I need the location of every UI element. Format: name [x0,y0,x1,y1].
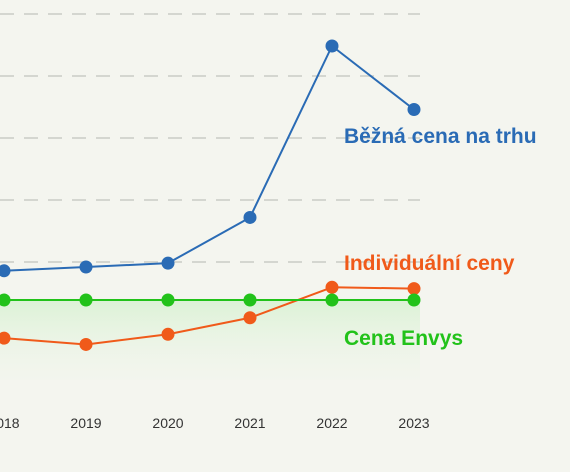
grid-lines [0,13,420,263]
series-0-line [3,45,415,272]
series-label-0: Běžná cena na trhu [344,125,537,148]
series-2-point-2018 [0,293,11,307]
series-label-1: Individuální ceny [344,252,515,275]
series-0-point-2018 [0,264,11,278]
series-2-point-2023 [407,293,421,307]
series-2-point-2022 [325,293,339,307]
series-1-point-2020 [161,327,175,341]
x-tick-2018: 2018 [0,415,20,431]
series-2-point-2020 [161,293,175,307]
series-label-2: Cena Envys [344,327,463,350]
series-0-point-2021 [243,210,257,224]
series-layer [0,39,421,351]
envys-area-band [0,300,420,380]
series-1-point-2021 [243,311,257,325]
series-1-point-2023 [407,282,421,296]
series-labels: Běžná cena na trhu Individuální ceny Cena … [344,125,537,350]
series-2-point-2021 [243,293,257,307]
series-0 [0,39,421,278]
series-0-point-2019 [79,260,93,274]
series-1-point-2018 [0,331,11,345]
x-tick-2020: 2020 [152,415,183,431]
series-1 [0,280,421,351]
series-2 [0,293,421,307]
series-0-point-2022 [325,39,339,53]
series-1-point-2022 [325,280,339,294]
x-tick-2023: 2023 [398,415,429,431]
series-1-line [3,286,415,346]
x-tick-2019: 2019 [70,415,101,431]
series-0-point-2020 [161,256,175,270]
series-1-point-2019 [79,337,93,351]
x-tick-2022: 2022 [316,415,347,431]
series-2-point-2019 [79,293,93,307]
x-axis-ticks: 2018 2019 2020 2021 2022 2023 [0,415,430,431]
series-0-point-2023 [407,103,421,116]
x-tick-2021: 2021 [234,415,265,431]
